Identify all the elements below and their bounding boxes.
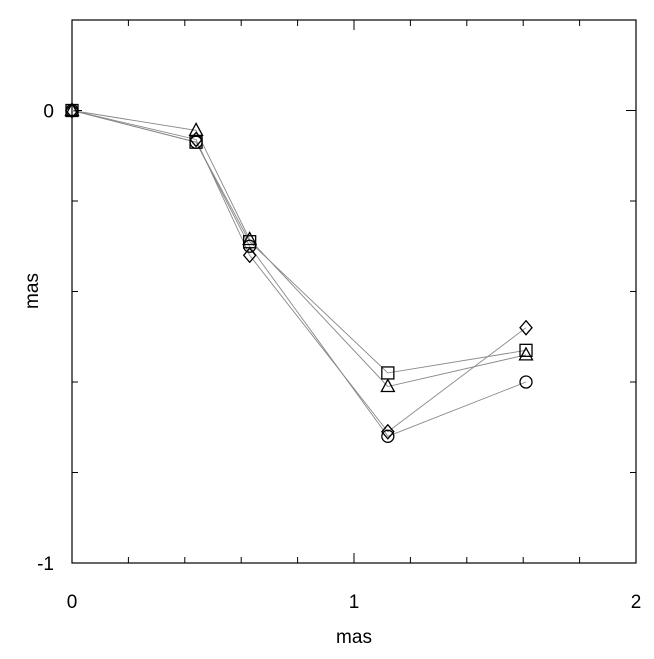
x-tick-label: 1 (349, 592, 360, 613)
series-line (71, 110, 527, 374)
data-point (65, 103, 79, 118)
data-point (519, 375, 533, 389)
x-tick-label: 2 (631, 592, 642, 613)
data-point (189, 135, 203, 149)
series-line (71, 110, 527, 433)
x-axis-label: mas (336, 627, 372, 648)
y-tick-label: -1 (37, 554, 54, 575)
x-tick-label: 0 (67, 592, 78, 613)
data-point (243, 239, 257, 253)
series-line (71, 110, 527, 388)
data-point (65, 102, 79, 119)
plot-frame (71, 19, 637, 564)
data-point (242, 231, 258, 246)
y-tick-label: 0 (43, 102, 54, 123)
y-axis-label: mas (22, 273, 43, 309)
data-point (242, 247, 257, 264)
data-point (519, 319, 533, 336)
data-point (519, 343, 533, 357)
data-point (64, 102, 80, 117)
data-point (380, 378, 396, 393)
data-point (188, 122, 204, 137)
data-point (381, 429, 395, 443)
data-point (518, 346, 534, 361)
data-point (380, 423, 395, 440)
series-line (71, 110, 527, 437)
